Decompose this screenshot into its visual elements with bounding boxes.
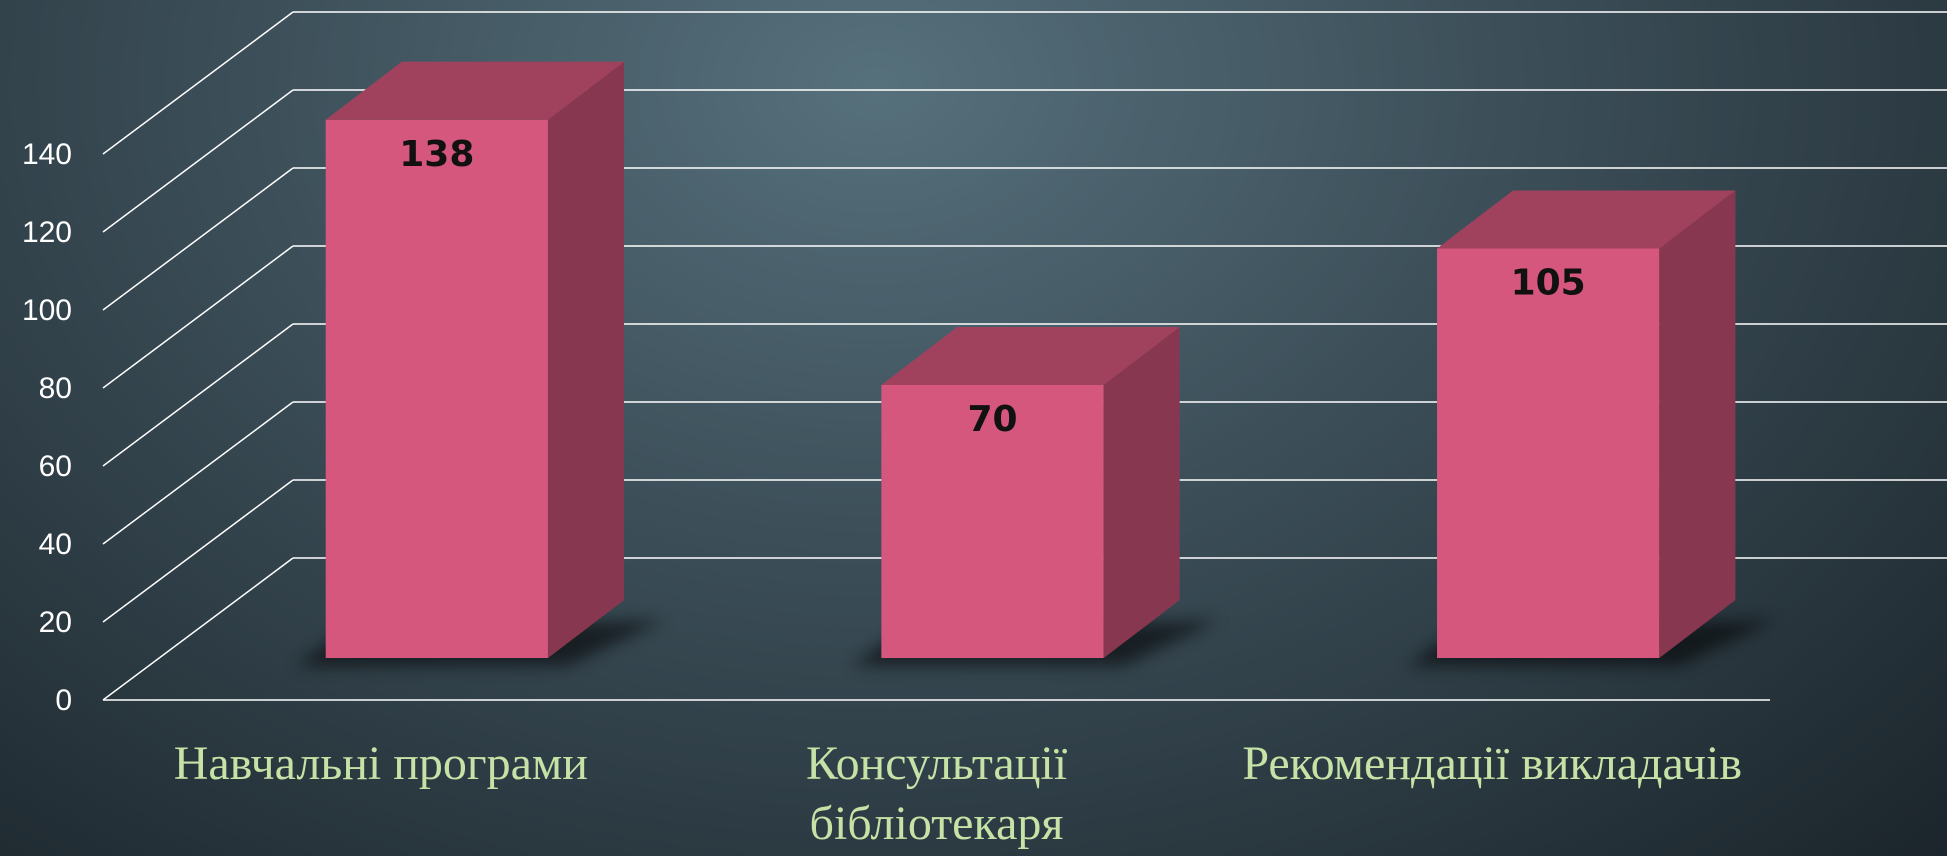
bar [881, 385, 1104, 658]
y-tick-label: 60 [39, 450, 72, 483]
bar-side [1659, 190, 1736, 658]
bar-top [881, 327, 1180, 385]
bar [1437, 248, 1660, 658]
value-label: 138 [399, 134, 474, 175]
y-tick-label: 120 [22, 216, 72, 249]
y-tick-label: 20 [39, 606, 72, 639]
y-tick-label: 0 [55, 684, 72, 717]
x-tick-label: Навчальні програми [173, 737, 588, 790]
grid-line [102, 89, 294, 233]
value-label: 70 [967, 399, 1017, 440]
grid-line [102, 11, 294, 155]
x-tick-label: Консультації бібліотекаря [805, 737, 1068, 850]
grid-line [102, 167, 294, 311]
x-tick-label: Рекомендації викладачів [1242, 737, 1742, 790]
bar-top [1437, 190, 1736, 249]
bar [325, 119, 548, 659]
bar-top-shade [1437, 190, 1736, 249]
y-tick-label: 100 [22, 294, 72, 327]
bar-top-shade [881, 327, 1180, 385]
bar-side-shade [1659, 190, 1736, 658]
y-tick-label: 40 [39, 528, 72, 561]
grid-line [102, 245, 294, 389]
bar-side-shade [1103, 327, 1180, 658]
bar-top [325, 61, 624, 120]
y-tick-label: 80 [39, 372, 72, 405]
grid-line [102, 401, 294, 545]
bar-side [1103, 327, 1180, 658]
y-tick-label: 140 [22, 138, 72, 171]
bar-side-shade [547, 61, 624, 659]
grid-line [102, 479, 294, 623]
grid-line [102, 557, 294, 701]
bar-top-shade [325, 61, 624, 120]
value-label: 105 [1511, 263, 1586, 304]
bar-side [547, 61, 624, 659]
grid-line [102, 323, 294, 467]
